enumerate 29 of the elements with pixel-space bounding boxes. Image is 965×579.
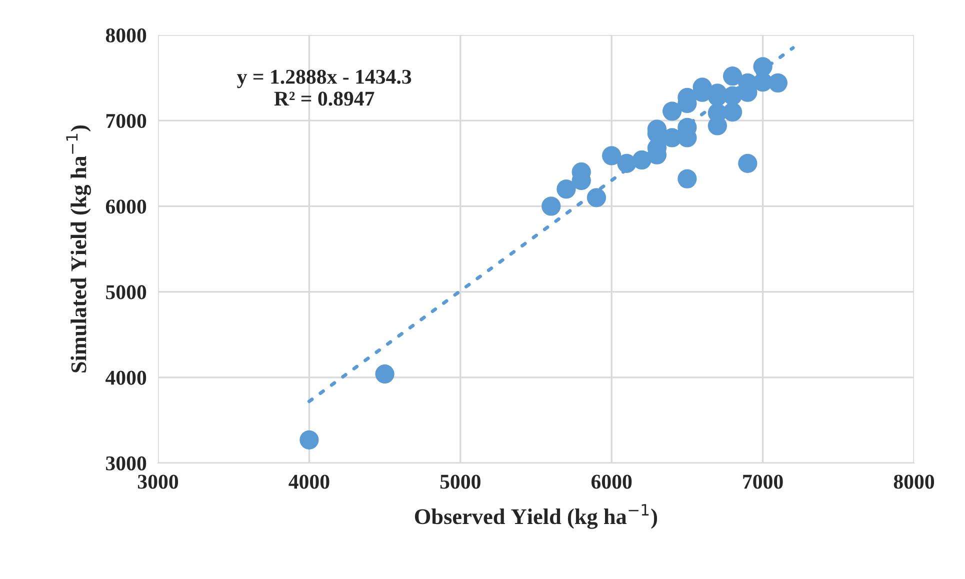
x-tick-label: 6000 [591, 474, 632, 489]
y-tick-label: 5000 [106, 285, 146, 300]
x-tick-label: 5000 [440, 474, 480, 489]
point [300, 430, 319, 450]
point [586, 188, 606, 208]
x-axis-title: Observed Yield (kg ha$^{−1}$) [414, 504, 658, 529]
y-tick-label: 8000 [106, 28, 146, 42]
point [556, 180, 576, 199]
y-tick-label: 3000 [106, 456, 146, 470]
point [722, 66, 742, 86]
annotation: y = 1.2888x - 1434.3 R² = 0.8947 [236, 70, 412, 106]
point [662, 102, 682, 121]
y-axis-title: Simulated Yield (kg ha$^{−1}$) [66, 125, 91, 372]
y-tick-label: 7000 [106, 114, 146, 128]
point [678, 169, 697, 188]
point [738, 154, 758, 173]
point [602, 146, 622, 166]
point [753, 57, 772, 76]
point [632, 150, 652, 170]
y-tick-label: 6000 [106, 200, 146, 214]
x-tick-label: 7000 [743, 474, 783, 489]
point [542, 196, 561, 216]
x-tick-label: 4000 [288, 474, 330, 489]
x-tick-label: 8000 [894, 474, 934, 489]
point [768, 73, 788, 93]
x-tick-label: 3000 [138, 474, 178, 489]
point [375, 364, 394, 384]
point [722, 102, 742, 122]
y-tick-label: 4000 [106, 370, 146, 385]
